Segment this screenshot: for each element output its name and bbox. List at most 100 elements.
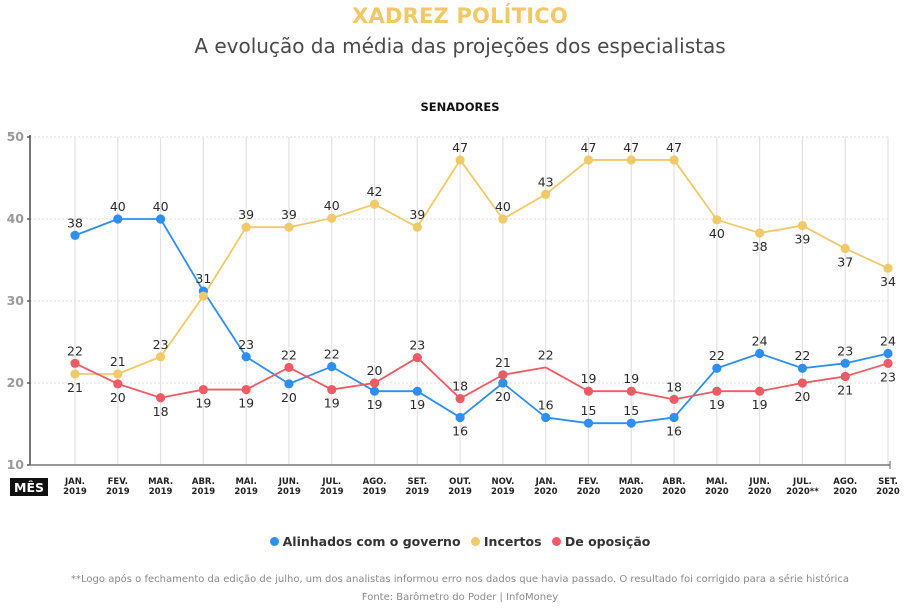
data-label-oposicao: 18 [153, 404, 169, 419]
data-label-oposicao: 19 [752, 397, 768, 412]
data-point-incertos [241, 222, 251, 232]
x-tick-label-year: 2019 [363, 487, 387, 497]
data-point-alinhados [498, 378, 508, 388]
x-tick-label-year: 2020 [619, 487, 643, 497]
data-label-incertos: 40 [709, 226, 725, 241]
legend-label-oposicao: De oposição [564, 534, 651, 549]
data-point-incertos [284, 222, 294, 232]
data-point-alinhados [412, 386, 422, 396]
x-tick-label-month: OUT. [449, 477, 471, 487]
x-tick-label-month: JUL. [321, 477, 341, 487]
data-label-oposicao: 19 [623, 371, 639, 386]
data-point-oposicao [498, 370, 508, 380]
data-label-alinhados: 23 [238, 337, 254, 352]
data-label-alinhados: 23 [837, 343, 853, 358]
data-point-oposicao [626, 386, 636, 396]
data-point-oposicao [712, 386, 722, 396]
data-label-incertos: 21 [110, 354, 126, 369]
data-label-alinhados: 22 [794, 348, 810, 363]
x-tick-label-month: SET. [407, 477, 427, 487]
data-point-incertos [155, 352, 166, 362]
data-point-oposicao [155, 393, 166, 403]
data-label-alinhados: 15 [623, 403, 639, 418]
legend-dot-oposicao-icon [551, 537, 561, 546]
data-label-alinhados: 40 [110, 199, 126, 214]
legend-dot-alinhados-icon [269, 537, 279, 546]
data-label-oposicao: 19 [709, 397, 725, 412]
data-label-oposicao: 21 [495, 355, 511, 370]
data-point-incertos [412, 222, 422, 232]
data-point-alinhados [626, 418, 636, 428]
y-tick-label: 50 [7, 129, 25, 144]
data-point-incertos [70, 369, 80, 379]
data-label-alinhados: 20 [281, 390, 297, 405]
data-point-alinhados [284, 379, 294, 389]
data-point-incertos [327, 213, 337, 223]
data-point-incertos [583, 155, 594, 165]
x-tick-label-year: 2020 [577, 487, 601, 497]
data-point-incertos [883, 263, 893, 273]
data-label-alinhados: 19 [409, 397, 425, 412]
data-point-alinhados [113, 214, 123, 224]
data-label-oposicao: 19 [238, 396, 254, 411]
x-tick-label-year: 2019 [448, 487, 472, 497]
x-tick-label-year: 2020** [786, 487, 819, 497]
legend-item-oposicao: De oposição [551, 534, 651, 549]
legend-label-incertos: Incertos [483, 534, 542, 549]
data-point-oposicao [241, 384, 251, 395]
data-point-alinhados [369, 386, 380, 396]
data-label-oposicao: 19 [324, 396, 340, 411]
data-label-incertos: 21 [67, 380, 83, 395]
data-label-alinhados: 15 [581, 403, 597, 418]
data-point-incertos [797, 220, 808, 231]
data-point-oposicao [412, 352, 422, 363]
data-label-oposicao: 18 [452, 379, 468, 394]
data-point-oposicao [284, 362, 294, 373]
data-point-alinhados [455, 412, 465, 423]
data-label-incertos: 47 [452, 140, 468, 155]
data-label-oposicao: 18 [666, 379, 682, 394]
data-point-oposicao [113, 379, 123, 389]
data-label-incertos: 38 [752, 239, 768, 254]
data-point-alinhados [327, 362, 337, 372]
data-point-alinhados [241, 352, 251, 362]
data-label-oposicao: 23 [880, 369, 896, 384]
data-label-alinhados: 16 [452, 423, 468, 438]
data-point-oposicao [198, 384, 208, 395]
x-tick-label-year: 2019 [106, 487, 130, 497]
data-point-alinhados [797, 363, 808, 373]
data-label-incertos: 43 [538, 174, 554, 189]
series-markers [70, 155, 893, 428]
data-labels: 38 40 40 31 23 20 22 19 19 16 20 16 15 15 16 22 24 22 23 24… [67, 140, 896, 438]
series-line-oposicao [74, 356, 889, 401]
data-point-incertos [113, 369, 123, 379]
x-tick-label-year: 2019 [491, 487, 515, 497]
data-point-alinhados [70, 230, 80, 240]
data-label-oposicao: 20 [794, 389, 810, 404]
legend: Alinhados com o governo Incertos De opos… [0, 534, 920, 549]
data-label-incertos: 23 [153, 337, 169, 352]
data-label-incertos: 47 [666, 140, 682, 155]
data-label-alinhados: 38 [67, 215, 83, 230]
x-tick-label-month: AGO. [363, 477, 387, 487]
data-label-alinhados: 24 [752, 333, 768, 348]
y-tick-label: 30 [7, 293, 25, 308]
data-label-oposicao: 20 [367, 363, 383, 378]
data-point-alinhados [712, 363, 722, 373]
x-tick-label-year: 2020 [748, 487, 772, 497]
x-tick-label-month: MAR. [619, 477, 644, 487]
data-point-incertos [455, 155, 465, 165]
data-point-incertos [498, 214, 508, 224]
x-tick-label-year: 2020 [833, 487, 857, 497]
footnote: **Logo após o fechamento da edição de ju… [71, 574, 849, 585]
data-label-incertos: 37 [837, 255, 853, 270]
data-point-alinhados [155, 214, 166, 224]
axes: 10 20 30 40 50 [7, 129, 891, 472]
x-tick-label-year: 2019 [405, 487, 429, 497]
data-point-incertos [840, 243, 850, 254]
x-tick-label-month: ABR. [663, 477, 686, 487]
data-label-incertos: 39 [281, 207, 297, 222]
data-point-alinhados [840, 358, 850, 368]
data-label-alinhados: 22 [324, 347, 340, 362]
x-tick-label-month: ABR. [192, 477, 215, 487]
